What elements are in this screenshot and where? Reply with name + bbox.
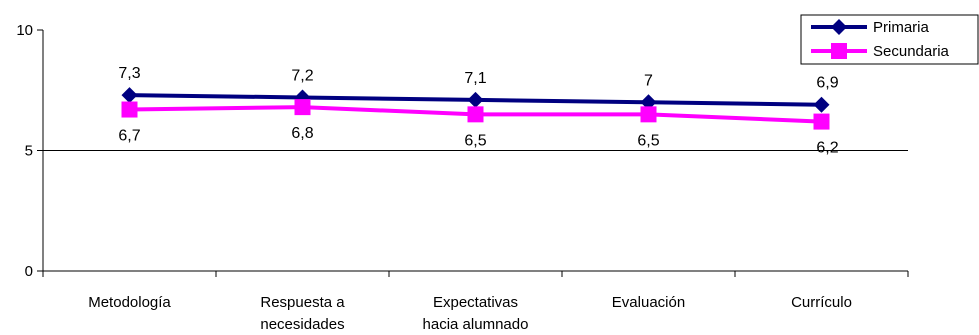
x-category-label: Expectativas hacia alumnado	[423, 294, 529, 333]
data-labels: 7,3 7,2 7,1 7 6,9 6,7 6,8 6,5 6,5 6,2	[118, 65, 838, 157]
data-point-primaria	[121, 87, 138, 104]
data-label-secundaria: 6,5	[464, 132, 486, 149]
data-point-secundaria	[467, 106, 484, 123]
data-point-secundaria	[813, 113, 830, 130]
data-label-primaria: 7	[644, 72, 653, 89]
data-point-primaria	[467, 91, 484, 108]
legend-box	[800, 14, 979, 65]
data-point-primaria	[640, 94, 657, 111]
data-label-secundaria: 6,7	[118, 128, 140, 145]
x-category-label-line: Respuesta a	[260, 294, 345, 311]
data-point-secundaria	[121, 101, 138, 118]
data-point-primaria	[813, 96, 830, 113]
data-label-primaria: 7,2	[291, 67, 313, 84]
legend-label: Primaria	[873, 19, 929, 36]
x-category-label-line: hacia alumnado	[423, 316, 529, 333]
data-label-secundaria: 6,8	[291, 125, 313, 142]
data-label-primaria: 7,1	[464, 70, 486, 87]
legend-marker-secundaria	[831, 43, 847, 59]
data-label-secundaria: 6,2	[816, 140, 838, 157]
x-category-label: Currículo	[791, 294, 852, 311]
data-label-secundaria: 6,5	[637, 132, 659, 149]
x-category-label-line: Evaluación	[612, 294, 685, 311]
y-tick-label: 5	[25, 143, 33, 160]
y-tick-label: 10	[16, 22, 33, 39]
x-category-label: Respuesta a necesidades	[260, 294, 345, 333]
y-tick-label: 0	[25, 263, 33, 280]
axes: 0 5 10 Metodología Respuesta a necesidades Exp…	[16, 22, 909, 333]
legend-label: Secundaria	[873, 43, 950, 60]
legend-marker-primaria	[831, 19, 847, 35]
data-label-primaria: 6,9	[816, 75, 838, 92]
x-category-label-line: Metodología	[88, 294, 171, 311]
data-point-secundaria	[640, 106, 657, 123]
series-group	[121, 87, 830, 130]
x-category-label-line: Currículo	[791, 294, 852, 311]
data-label-primaria: 7,3	[118, 65, 140, 82]
legend: Primaria Secundaria	[800, 14, 979, 65]
x-category-label: Evaluación	[612, 294, 685, 311]
x-category-label-line: Expectativas	[433, 294, 518, 311]
data-point-secundaria	[294, 99, 311, 116]
x-category-label: Metodología	[88, 294, 171, 311]
x-category-label-line: necesidades	[260, 316, 344, 333]
